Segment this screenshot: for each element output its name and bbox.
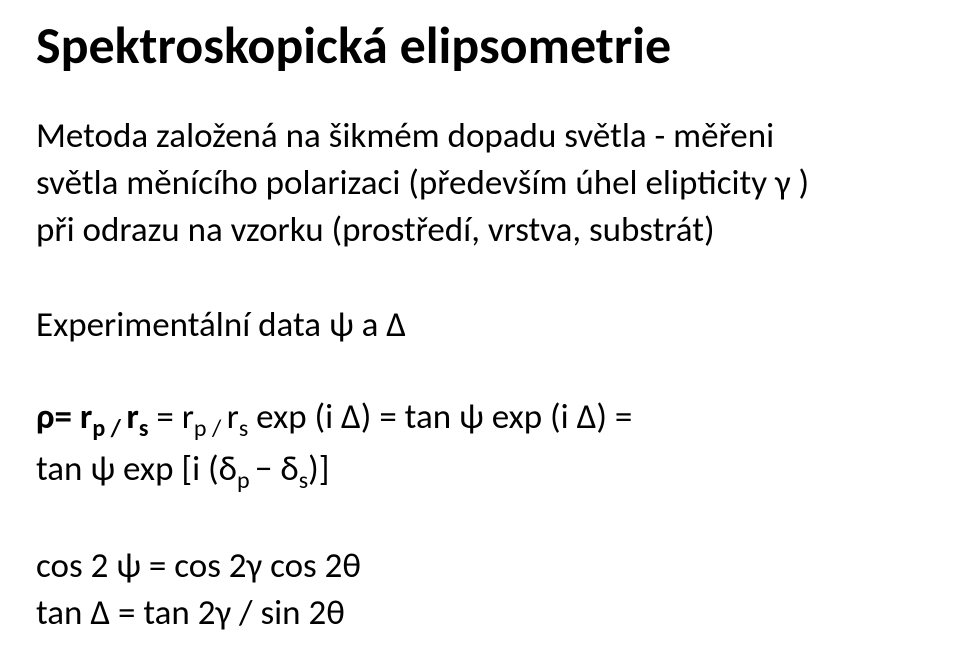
equation-block-2: cos 2 ψ = cos 2γ cos 2θ tan Δ = tan 2γ /… xyxy=(36,543,924,638)
eq-equals-r: = r xyxy=(148,396,193,438)
equation-cos: cos 2 ψ = cos 2γ cos 2θ xyxy=(36,543,924,590)
eq-sub-p-slash-2: p / xyxy=(194,414,227,443)
para-line-1: Metoda založená na šikmém dopadu světla … xyxy=(36,113,924,160)
eq-sub-s-2: s xyxy=(239,414,248,443)
equation-tan-delta: tan Δ = tan 2γ / sin 2θ xyxy=(36,590,924,637)
eq-rho-lead: ρ= r xyxy=(36,396,92,438)
eq-tail-1: exp (i Δ) = tan ψ exp (i Δ) = xyxy=(248,396,632,438)
intro-paragraph: Metoda založená na šikmém dopadu světla … xyxy=(36,113,924,255)
eq2-sub-p: p xyxy=(237,466,255,495)
equation-block-1: ρ= rp / rs = rp / rs exp (i Δ) = tan ψ e… xyxy=(36,394,924,497)
para-line-2: světla měnícího polarizaci (především úh… xyxy=(36,160,924,207)
eq2-lead: tan ψ exp [i (δ xyxy=(36,448,237,490)
experimental-data-heading: Experimentální data ψ a Δ xyxy=(36,304,924,346)
eq-r2: r xyxy=(227,396,239,438)
slide-page: Spektroskopická elipsometrie Metoda zalo… xyxy=(0,0,960,670)
equation-rho: ρ= rp / rs = rp / rs exp (i Δ) = tan ψ e… xyxy=(36,394,924,445)
eq-r1: r xyxy=(126,396,138,438)
equation-tan-psi: tan ψ exp [i (δp − δs)] xyxy=(36,446,924,497)
slide-title: Spektroskopická elipsometrie xyxy=(36,18,924,73)
eq2-mid: − δ xyxy=(255,448,299,490)
eq2-sub-s: s xyxy=(299,466,308,495)
eq-sub-s-1: s xyxy=(139,414,149,443)
eq2-tail: )] xyxy=(308,448,329,490)
eq-sub-p-slash-1: p / xyxy=(92,414,126,443)
para-line-3: při odrazu na vzorku (prostředí, vrstva,… xyxy=(36,207,924,254)
